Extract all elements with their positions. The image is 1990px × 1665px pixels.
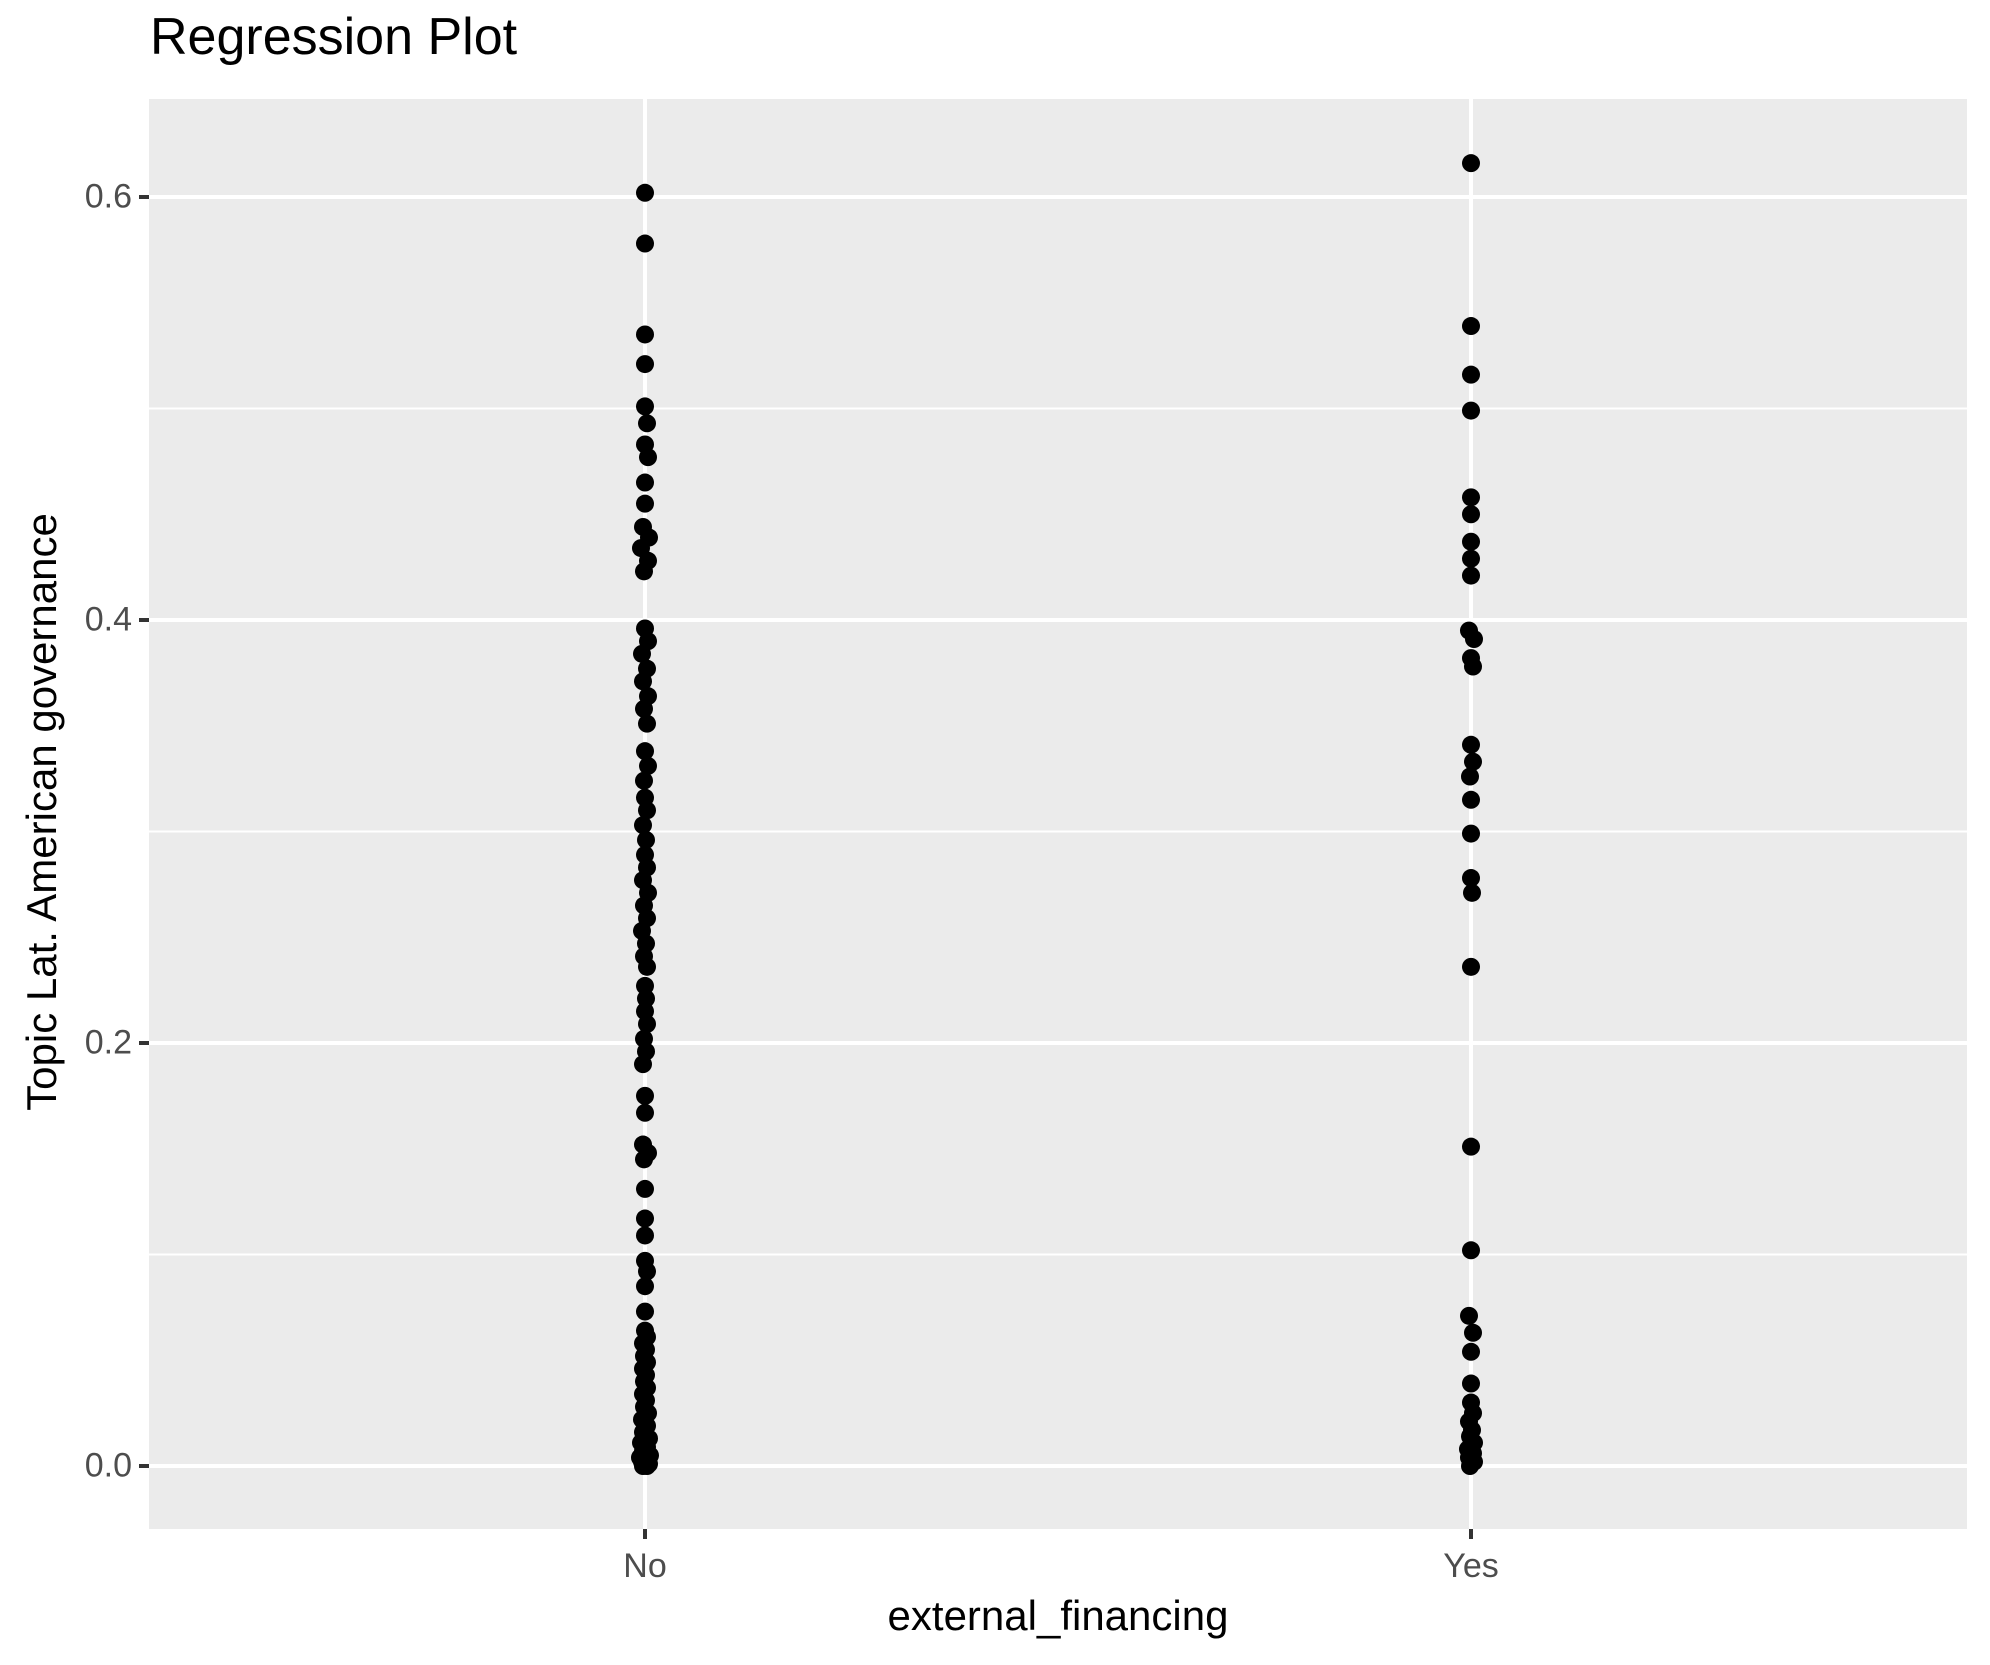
data-point-yes [1462,1374,1480,1393]
data-point-yes [1462,1137,1480,1156]
data-point-no [636,1086,654,1105]
data-point-no [636,473,654,492]
y-tick-label: 0.0 [84,1446,132,1485]
plot-title: Regression Plot [150,8,518,66]
data-point-yes [1461,767,1479,786]
data-point-yes [1461,1457,1479,1475]
data-point-yes [1464,1323,1482,1342]
data-point-no [634,816,652,835]
data-point-no [636,742,654,761]
data-point-no [638,714,656,733]
data-point-no [636,1277,654,1296]
data-point-no [635,562,653,581]
data-point-yes [1462,532,1480,551]
data-point-yes [1463,883,1481,902]
data-point-no [636,494,654,513]
data-point-no [638,1262,656,1281]
data-point-yes [1462,154,1480,173]
data-point-no [635,699,653,718]
minor-gridlines [149,407,1967,1256]
data-point-yes [1462,365,1480,384]
data-point-no [636,397,654,416]
data-point-no [636,183,654,202]
data-point-no [636,1302,654,1321]
data-point-no [638,1457,656,1475]
y-tick-label: 0.2 [84,1023,132,1062]
data-point-yes [1464,752,1482,771]
data-point-no [636,325,654,344]
data-point-no [635,771,653,790]
data-point-yes [1462,869,1480,888]
data-point-no [636,1179,654,1198]
data-point-yes [1462,317,1480,336]
x-tick-label: Yes [1443,1547,1499,1585]
data-point-yes [1462,1241,1480,1260]
data-point-no [636,1103,654,1122]
data-point-yes [1462,790,1480,809]
data-point-yes [1465,630,1483,649]
y-tick-label: 0.4 [84,600,132,639]
data-point-yes [1462,957,1480,976]
data-point-no [636,1209,654,1228]
data-point-no [639,756,657,775]
data-points [631,154,1483,1475]
panel-background [149,99,1967,1529]
data-point-no [638,801,656,820]
data-point-no [637,830,655,849]
data-point-yes [1462,1342,1480,1361]
data-point-no [634,672,652,691]
data-point-no [636,234,654,253]
data-point-no [636,355,654,374]
data-point-yes [1462,824,1480,843]
data-point-yes [1462,401,1480,420]
data-point-yes [1462,735,1480,754]
x-tick-label: No [623,1547,667,1585]
data-point-no [638,414,656,433]
axis-tick-marks [139,195,1473,1539]
data-point-no [638,957,656,976]
data-point-no [636,1226,654,1245]
x-axis-title: external_financing [887,1592,1229,1639]
data-point-yes [1462,505,1480,524]
data-point-yes [1462,488,1480,507]
data-point-yes [1462,566,1480,585]
data-point-no [635,1150,653,1169]
data-point-yes [1464,657,1482,676]
data-point-yes [1462,549,1480,568]
data-point-no [634,1055,652,1074]
data-point-no [639,448,657,467]
data-point-no [638,1014,656,1033]
y-tick-label: 0.6 [84,177,132,216]
data-point-yes [1460,1306,1478,1325]
data-point-no [633,644,651,663]
